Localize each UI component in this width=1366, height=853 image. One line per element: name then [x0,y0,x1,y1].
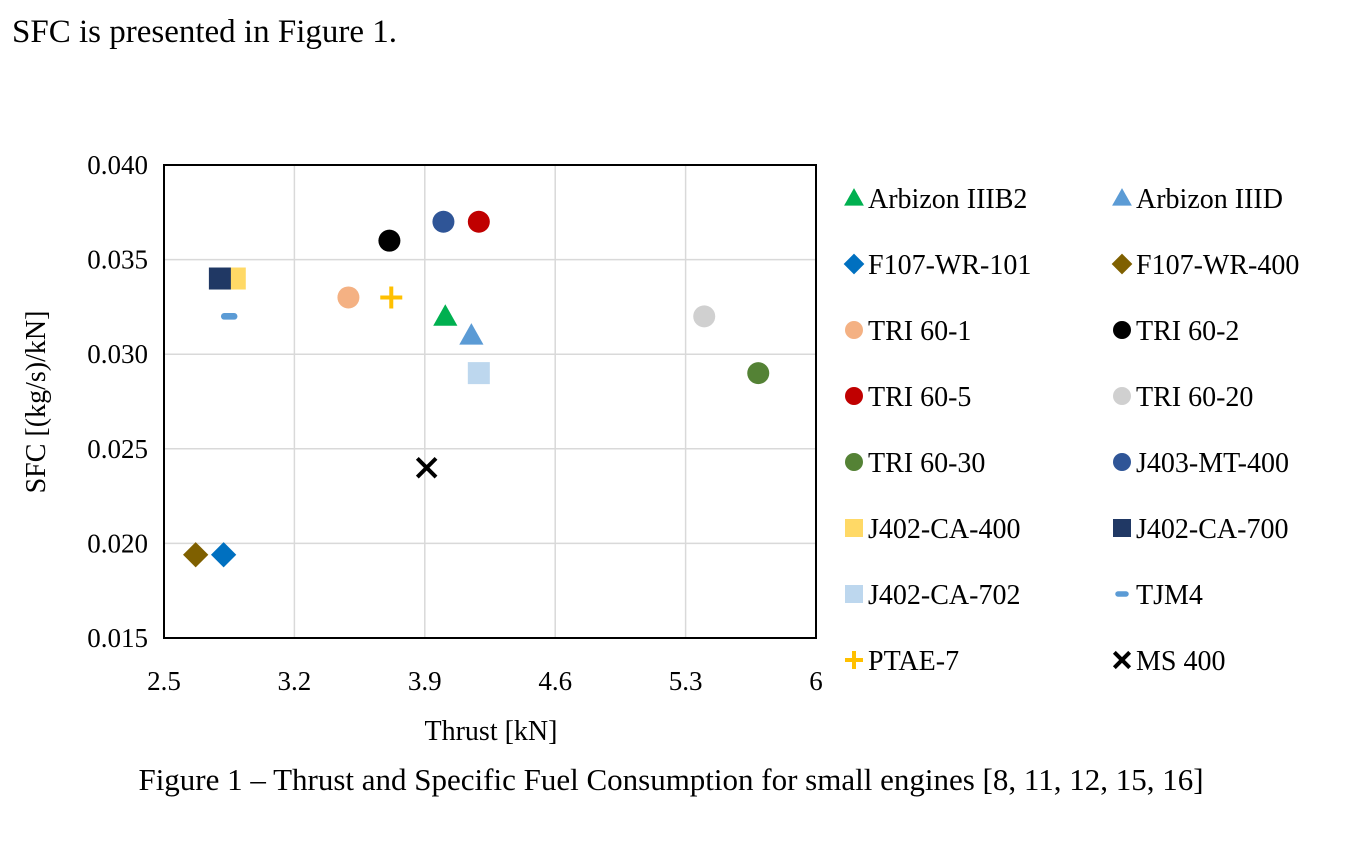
data-point [337,286,360,309]
y-tick-label: 0.040 [87,150,148,180]
legend-label: TRI 60-30 [868,448,985,479]
x-tick-label: 2.5 [147,666,181,696]
figure-caption: Figure 1 – Thrust and Specific Fuel Cons… [138,762,1204,797]
data-point [415,456,438,479]
data-point [467,362,490,385]
legend-label: Arbizon IIID [1136,184,1283,215]
data-point [220,313,238,320]
legend-label: Arbizon IIIB2 [868,184,1027,215]
legend-marker [1112,650,1132,670]
legend-marker [1111,253,1133,275]
legend-label: J402-CA-400 [868,514,1020,545]
legend-marker [845,585,863,603]
legend-label: F107-WR-400 [1136,250,1299,281]
legend-marker [845,387,863,405]
x-axis-label: Thrust [kN] [425,716,558,747]
y-tick-label: 0.015 [87,623,148,653]
legend-label: MS 400 [1136,646,1225,677]
legend-marker [1113,321,1131,339]
legend-marker [844,188,864,206]
data-point [459,323,484,345]
legend-label: J402-CA-700 [1136,514,1288,545]
legend-label: TRI 60-20 [1136,382,1253,413]
legend-marker [1113,453,1131,471]
data-point [693,305,716,328]
legend-marker [1113,519,1131,537]
data-point [380,286,403,309]
legend-label: TRI 60-1 [868,316,971,347]
y-tick-label: 0.035 [87,245,148,275]
x-axis-ticks: 2.5 3.2 3.9 4.6 5.3 6 [147,666,823,696]
legend-label: J403-MT-400 [1136,448,1289,479]
legend-label: TJM4 [1136,580,1203,611]
data-point [378,229,401,252]
y-tick-label: 0.030 [87,339,148,369]
grid-lines [163,164,817,639]
x-tick-label: 6 [809,666,823,696]
y-axis-label: SFC [(kg/s)/kN] [21,311,52,494]
x-tick-label: 4.6 [538,666,572,696]
legend-marker [1115,591,1129,597]
y-axis-ticks: 0.015 0.020 0.025 0.030 0.035 0.040 [87,150,148,653]
x-tick-label: 5.3 [669,666,703,696]
legend-marker [845,453,863,471]
legend-label: TRI 60-5 [868,382,971,413]
legend-marker [845,519,863,537]
legend-marker [1113,387,1131,405]
data-point [747,362,770,385]
plot-area-frame [163,164,817,639]
data-point [432,210,455,233]
data-points [183,210,770,568]
y-tick-label: 0.025 [87,434,148,464]
legend-label: TRI 60-2 [1136,316,1239,347]
data-point [183,542,209,568]
legend: Arbizon IIIB2 Arbizon IIID F107-WR-101 F107… [843,184,1299,677]
data-point [210,542,237,568]
data-point [208,267,231,290]
data-point [467,210,490,233]
legend-label: PTAE-7 [868,646,959,677]
legend-marker [845,321,863,339]
x-tick-label: 3.2 [278,666,312,696]
y-tick-label: 0.020 [87,528,148,558]
legend-label: F107-WR-101 [868,250,1031,281]
legend-marker [845,651,863,669]
data-point [433,304,458,326]
legend-marker [843,253,865,275]
legend-marker [1112,188,1132,206]
intro-text: SFC is presented in Figure 1. [12,14,397,50]
legend-label: J402-CA-702 [868,580,1020,611]
x-tick-label: 3.9 [408,666,442,696]
